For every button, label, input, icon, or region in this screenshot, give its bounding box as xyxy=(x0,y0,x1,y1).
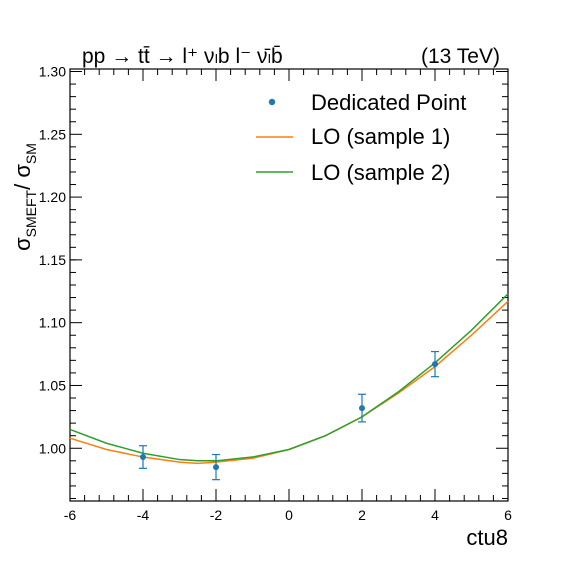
y-tick-label: 1.30 xyxy=(39,64,66,80)
series-layer xyxy=(69,293,509,481)
legend-label-dedicated-point: Dedicated Point xyxy=(311,90,466,115)
y-tick-label: 1.15 xyxy=(39,252,66,268)
legend-label-lo-sample-1: LO (sample 1) xyxy=(311,124,450,149)
series-line-lo-sample-2 xyxy=(69,293,509,462)
x-tick-label: 0 xyxy=(285,507,293,523)
x-tick-label: 6 xyxy=(504,507,512,523)
data-point xyxy=(432,361,438,368)
chart-title-right: (13 TeV) xyxy=(421,45,500,68)
data-point xyxy=(140,454,146,461)
y-axis-title-sub-smeft: SMEFT xyxy=(23,189,39,237)
x-tick-label: -2 xyxy=(210,507,223,523)
legend-marker-dedicated-point xyxy=(268,98,276,106)
x-axis-title: ctu8 xyxy=(466,525,508,550)
y-tick-label: 1.00 xyxy=(39,440,66,456)
series-line-lo-sample-1 xyxy=(69,300,509,465)
data-point xyxy=(359,405,365,412)
ticks-layer: -6 -4 -2 0 2 4 6 1.00 1.05 1.10 1.15 1.20 1.25 1.30 xyxy=(39,64,512,523)
legend: Dedicated Point LO (sample 1) LO (sample… xyxy=(256,90,466,185)
data-point xyxy=(213,464,219,471)
y-tick-label: 1.10 xyxy=(39,315,66,331)
y-axis-title-sigma: σ xyxy=(10,237,35,251)
x-tick-label: 2 xyxy=(358,507,366,523)
chart-title-left: pp → tt̄ → l⁺ νₗb l⁻ ν̄ₗb̄ xyxy=(82,45,283,68)
legend-label-lo-sample-2: LO (sample 2) xyxy=(311,160,450,185)
y-axis-title-sub-sm: SM xyxy=(23,143,39,164)
x-tick-label: 4 xyxy=(431,507,439,523)
y-axis-title-slash-sigma: / σ xyxy=(10,164,35,190)
y-axis-title: σSMEFT/ σSM xyxy=(10,143,39,251)
x-tick-label: -4 xyxy=(137,507,150,523)
x-tick-label: -6 xyxy=(64,507,77,523)
y-tick-label: 1.05 xyxy=(39,377,66,393)
y-tick-label: 1.25 xyxy=(39,126,66,142)
y-tick-label: 1.20 xyxy=(39,189,66,205)
